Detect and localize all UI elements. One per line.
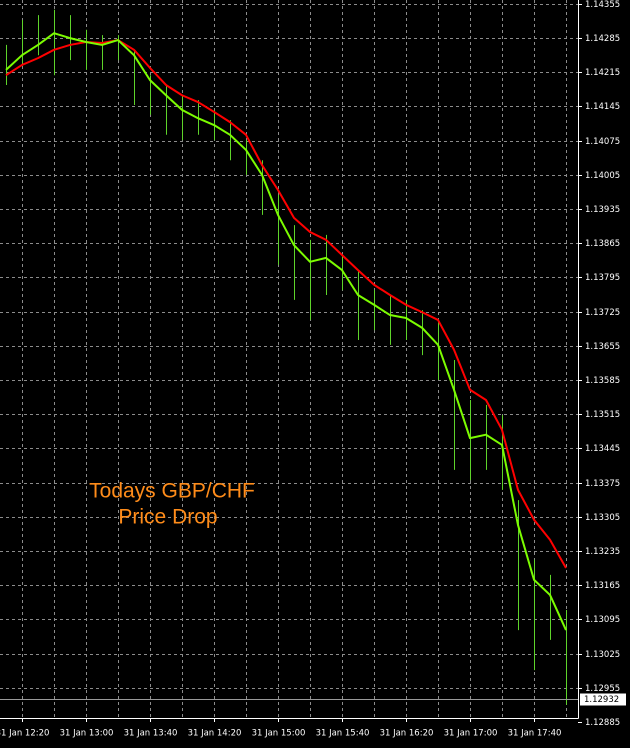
y-tick-label: 1.13655 [585,342,620,352]
series-line [5,32,567,631]
y-tick-label: 1.13025 [585,650,620,660]
y-tick-label: 1.13095 [585,615,620,625]
x-tick-label: 31 Jan 12:20 [0,729,49,739]
annotation: Price Drop [118,506,217,529]
current-price-box [580,693,626,706]
y-tick-label: 1.14075 [585,137,620,147]
y-tick-label: 1.13235 [585,547,620,557]
annotation: Todays GBP/CHF [89,480,255,503]
y-tick-label: 1.14285 [585,34,620,44]
x-tick-label: 31 Jan 15:40 [316,729,370,739]
x-tick-label: 31 Jan 13:00 [60,729,114,739]
y-tick-label: 1.14215 [585,68,620,78]
x-tick-label: 31 Jan 17:00 [444,729,498,739]
y-tick-label: 1.13795 [585,273,620,283]
y-tick-label: 1.14355 [585,0,620,10]
y-tick-label: 1.12885 [585,718,620,728]
x-tick-label: 31 Jan 16:20 [380,729,434,739]
y-tick-label: 1.14005 [585,171,620,181]
current-price-label: 1.12932 [584,695,619,705]
y-tick-label: 1.13725 [585,308,620,318]
y-tick-label: 1.14145 [585,102,620,112]
y-tick-label: 1.13585 [585,376,620,386]
y-tick-label: 1.13445 [585,444,620,454]
y-tick-label: 1.13165 [585,581,620,591]
x-tick-label: 31 Jan 13:40 [124,729,178,739]
y-tick-label: 1.12955 [585,684,620,694]
y-tick-label: 1.13865 [585,239,620,249]
y-tick-label: 1.13375 [585,479,620,489]
x-tick-label: 31 Jan 17:40 [508,729,562,739]
y-tick-label: 1.13935 [585,205,620,215]
x-tick-label: 31 Jan 14:20 [188,729,242,739]
series-line [5,39,567,569]
x-tick-label: 31 Jan 15:00 [252,729,306,739]
y-tick-label: 1.13515 [585,410,620,420]
y-tick-label: 1.13305 [585,513,620,523]
plot [0,9,578,705]
grid [0,0,578,718]
